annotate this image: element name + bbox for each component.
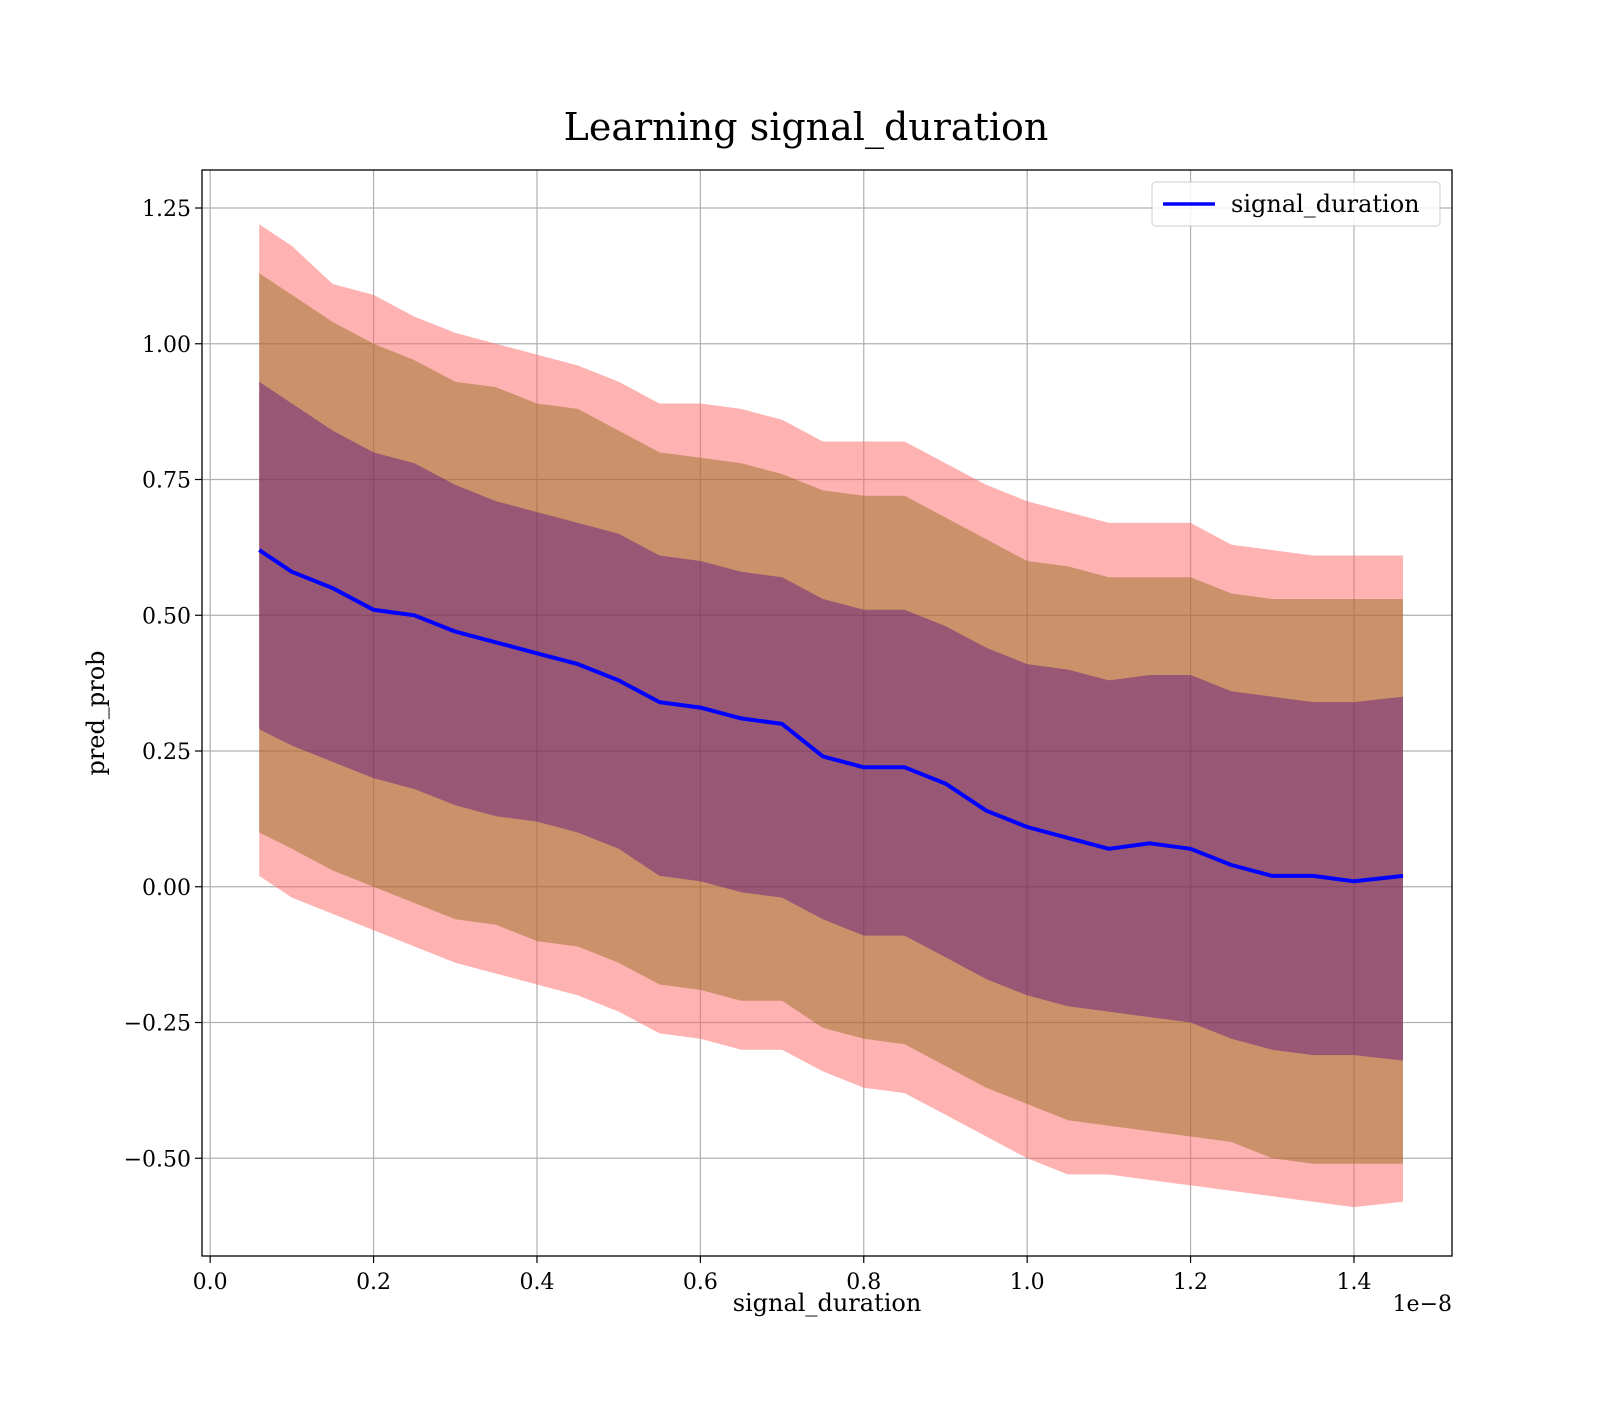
x-tick-label: 1.0 bbox=[1010, 1270, 1045, 1295]
y-tick-label: 0.50 bbox=[142, 604, 191, 629]
y-tick-label: 0.75 bbox=[142, 469, 191, 494]
x-tick-label: 0.0 bbox=[193, 1270, 228, 1295]
x-tick-label: 1.4 bbox=[1336, 1270, 1371, 1295]
x-tick-label: 0.2 bbox=[356, 1270, 391, 1295]
y-tick-label: −0.50 bbox=[124, 1147, 191, 1172]
x-axis: 0.0 0.2 0.4 0.6 0.8 1.0 1.2 1.4 bbox=[193, 1256, 1371, 1295]
y-tick-label: 1.00 bbox=[142, 333, 191, 358]
series-line bbox=[258, 548, 1404, 884]
bands bbox=[259, 224, 1404, 1208]
legend-box bbox=[1151, 181, 1441, 227]
y-tick-label: −0.25 bbox=[124, 1012, 191, 1037]
plot-frame bbox=[201, 169, 1453, 1257]
legend-label: signal_duration bbox=[1231, 190, 1420, 218]
x-axis-label: signal_duration bbox=[733, 1289, 922, 1317]
y-tick-label: 0.00 bbox=[142, 876, 191, 901]
x-tick-label: 0.4 bbox=[519, 1270, 554, 1295]
x-tick-label: 0.8 bbox=[846, 1270, 881, 1295]
chart-title: Learning signal_duration bbox=[564, 105, 1049, 150]
series bbox=[258, 548, 1404, 884]
y-axis-label: pred_prob bbox=[82, 650, 110, 775]
y-axis: −0.50 −0.25 0.00 0.25 0.50 0.75 1.00 1.25 bbox=[124, 197, 202, 1172]
y-tick-label: 1.25 bbox=[142, 197, 191, 222]
x-tick-label: 1.2 bbox=[1173, 1270, 1208, 1295]
band-1sd bbox=[259, 381, 1404, 1061]
x-tick-label: 0.6 bbox=[683, 1270, 718, 1295]
x-axis-offset-text: 1e−8 bbox=[1393, 1292, 1452, 1317]
plot-area bbox=[201, 169, 1453, 1257]
band-3sd bbox=[259, 224, 1404, 1208]
y-tick-label: 0.25 bbox=[142, 740, 191, 765]
legend: signal_duration bbox=[1151, 181, 1441, 227]
band-2sd bbox=[259, 273, 1404, 1164]
